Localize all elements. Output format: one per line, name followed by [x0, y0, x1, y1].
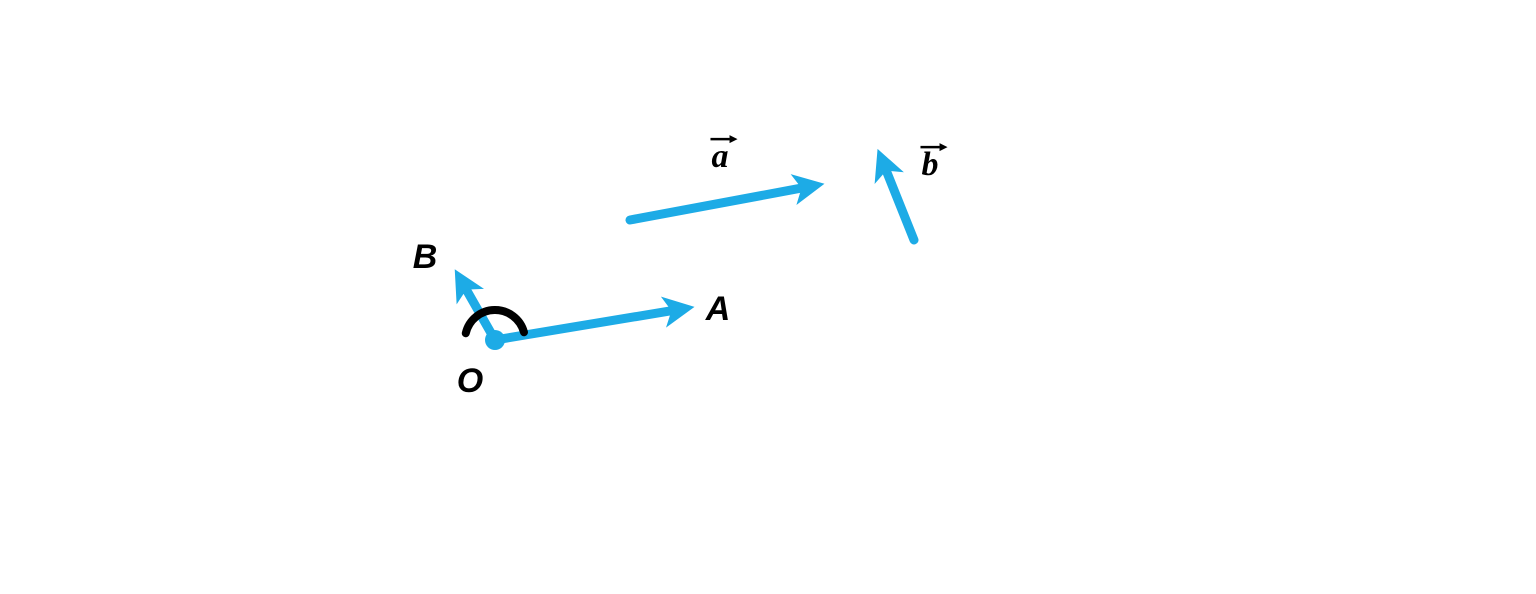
origin-label: O	[457, 362, 483, 400]
svg-text:b: b	[922, 146, 939, 183]
vector-diagram: O a b A B	[0, 0, 1536, 594]
vector-label-b: b	[920, 143, 947, 183]
vector-b	[882, 161, 914, 240]
point-label-OA: A	[705, 290, 731, 328]
svg-text:A: A	[705, 290, 731, 328]
svg-text:B: B	[413, 238, 438, 276]
vector-a	[630, 186, 812, 220]
vector-label-a: a	[710, 135, 737, 175]
angle-arc	[466, 310, 524, 333]
point-label-OB: B	[413, 238, 438, 276]
origin-point	[485, 330, 505, 350]
svg-text:a: a	[712, 138, 729, 175]
